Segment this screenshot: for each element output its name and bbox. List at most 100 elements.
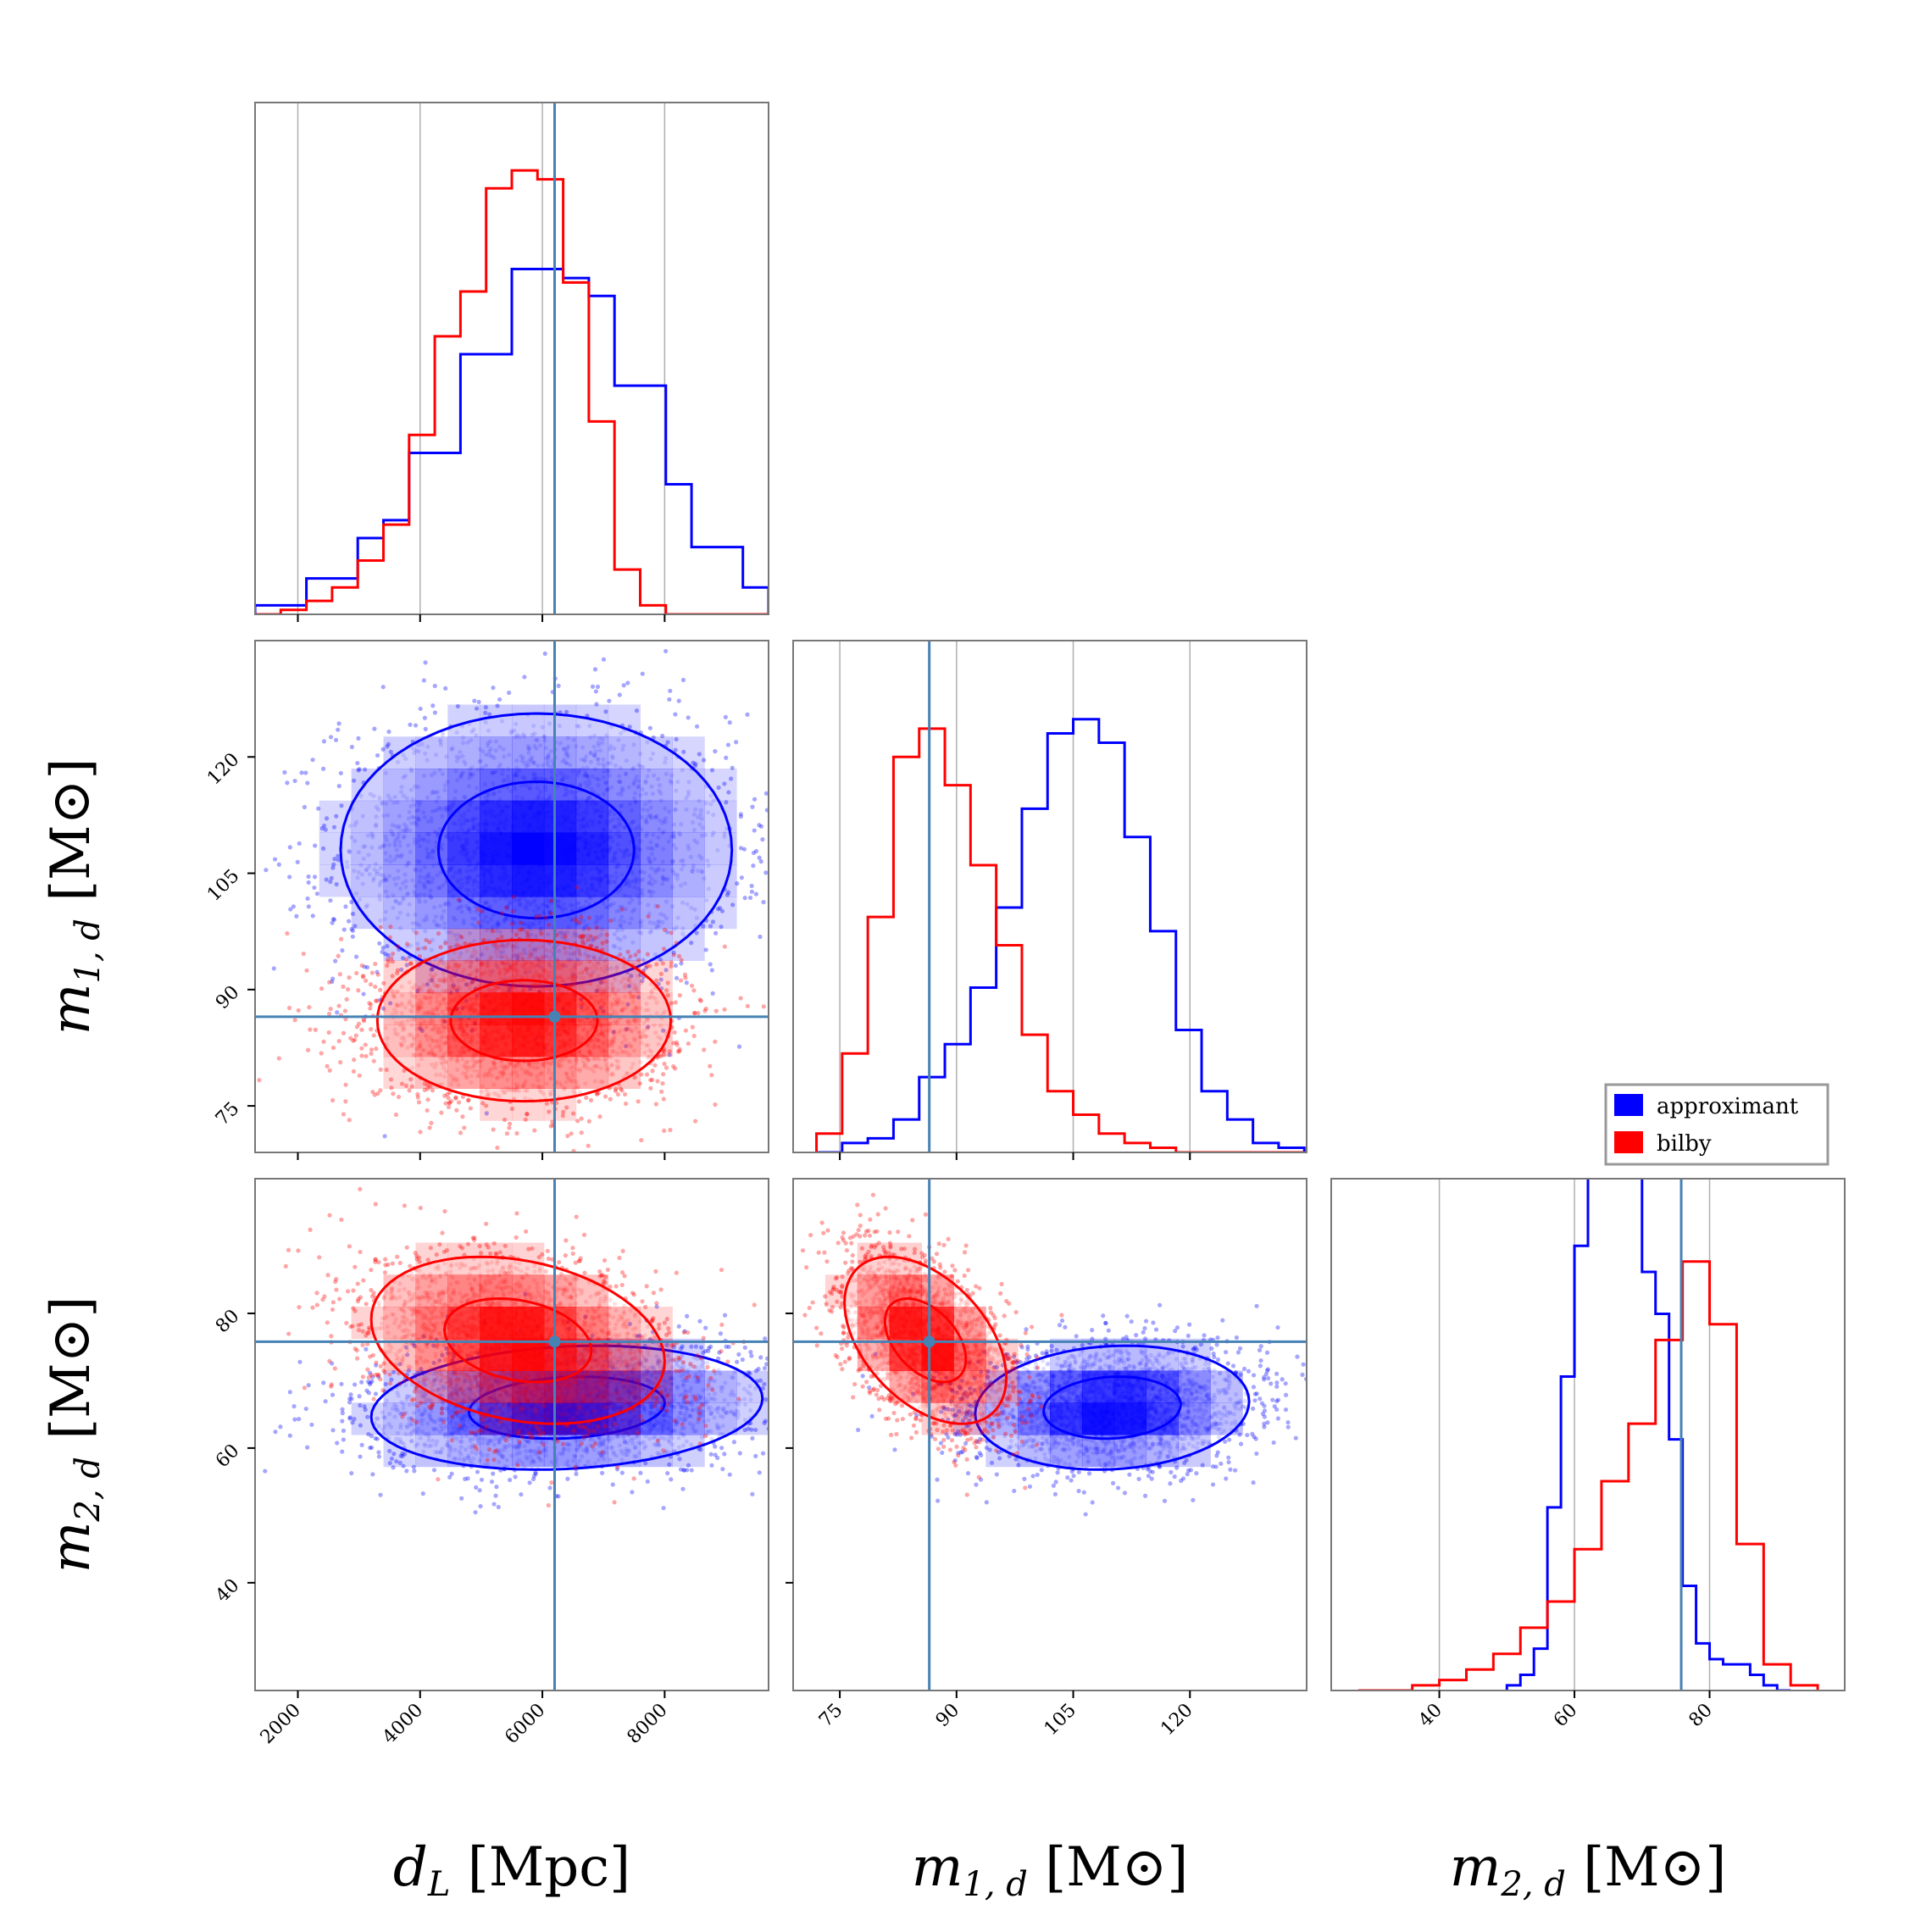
sample-point: [751, 863, 756, 869]
sample-point: [560, 759, 565, 764]
sample-point: [648, 814, 653, 819]
sample-point: [228, 831, 232, 836]
sample-point: [241, 864, 245, 869]
sample-point: [388, 749, 393, 754]
sample-point: [359, 1046, 364, 1051]
sample-point: [602, 1094, 608, 1099]
sample-point: [421, 773, 427, 779]
sample-point: [617, 946, 622, 952]
sample-point: [303, 770, 308, 775]
sample-point: [660, 1080, 665, 1086]
sample-point: [418, 1130, 423, 1135]
sample-point: [383, 851, 388, 856]
sample-point: [371, 1033, 376, 1038]
sample-point: [586, 915, 591, 920]
sample-point: [468, 1106, 473, 1111]
sample-point: [665, 740, 670, 745]
sample-point: [608, 747, 613, 752]
sample-point: [556, 683, 561, 688]
sample-point: [404, 892, 410, 897]
sample-point: [653, 903, 658, 908]
sample-point: [684, 980, 689, 985]
sample-point: [337, 972, 342, 977]
sample-point: [432, 683, 437, 689]
sample-point: [532, 1128, 537, 1133]
sample-point: [457, 755, 462, 760]
sample-point: [753, 848, 759, 854]
sample-point: [405, 941, 410, 947]
sample-point: [640, 979, 645, 984]
sample-point: [414, 930, 419, 935]
sample-point: [633, 952, 638, 958]
sample-point: [460, 1114, 465, 1119]
sample-point: [711, 797, 716, 803]
sample-point: [575, 885, 580, 890]
sample-point: [661, 1096, 666, 1102]
sample-point: [452, 932, 458, 938]
sample-point: [772, 769, 776, 773]
sample-point: [327, 1068, 332, 1073]
sample-point: [588, 751, 594, 756]
sample-point: [476, 699, 481, 705]
sample-point: [663, 648, 669, 654]
sample-point: [329, 875, 334, 880]
sample-point: [321, 739, 327, 744]
sample-point: [360, 974, 366, 980]
sample-point: [139, 815, 143, 819]
sample-point: [528, 757, 533, 762]
sample-point: [618, 923, 623, 928]
sample-point: [694, 724, 700, 729]
sample-point: [508, 1121, 513, 1126]
sample-point: [319, 986, 325, 991]
sample-point: [425, 1108, 430, 1113]
sample-point: [630, 766, 635, 772]
sample-point: [301, 951, 306, 957]
sample-point: [640, 671, 645, 676]
sample-point: [738, 996, 743, 1001]
sample-point: [613, 763, 618, 769]
sample-point: [540, 763, 546, 768]
sample-point: [401, 895, 406, 900]
sample-point: [442, 902, 448, 907]
sample-point: [757, 823, 762, 828]
sample-point: [397, 813, 402, 819]
frame-hist-m2: [1330, 1178, 1846, 1691]
sample-point: [373, 824, 379, 829]
sample-point: [399, 852, 404, 858]
sample-point: [332, 857, 337, 862]
sample-point: [689, 983, 695, 988]
sample-point: [325, 1063, 330, 1069]
sample-point: [287, 874, 292, 880]
sample-point: [401, 774, 406, 780]
sample-point: [694, 840, 700, 845]
sample-point: [514, 945, 519, 950]
sample-point: [640, 786, 645, 792]
sample-point: [390, 951, 396, 957]
sample-point: [296, 1008, 301, 1013]
sample-point: [328, 898, 333, 903]
sample-point: [390, 831, 395, 836]
sample-point: [690, 1024, 695, 1030]
sample-point: [576, 1099, 581, 1104]
sample-point: [302, 804, 307, 810]
sample-point: [686, 843, 691, 848]
sample-point: [430, 791, 435, 796]
sample-point: [564, 752, 569, 757]
sample-point: [782, 908, 786, 912]
sample-point: [307, 1005, 312, 1010]
sample-point: [745, 712, 750, 717]
sample-point: [763, 870, 769, 875]
sample-point: [617, 774, 622, 779]
sample-point: [663, 916, 669, 921]
sample-point: [691, 1033, 697, 1039]
frame-hist-m1: [792, 640, 1307, 1153]
sample-point: [304, 968, 309, 973]
sample-point: [618, 765, 623, 770]
sample-point: [576, 948, 581, 953]
sample-point: [439, 1110, 444, 1115]
sample-point: [377, 796, 382, 801]
sample-point: [312, 874, 318, 880]
sample-point: [443, 941, 448, 946]
sample-point: [608, 1096, 613, 1102]
sample-point: [584, 1095, 589, 1100]
